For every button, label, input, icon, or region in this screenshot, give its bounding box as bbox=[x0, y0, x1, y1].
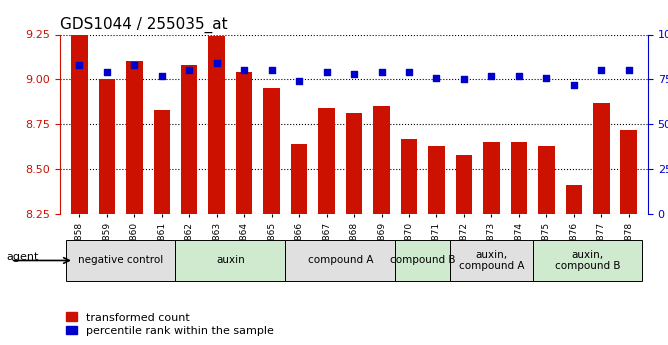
Bar bbox=[71, 34, 88, 214]
Bar bbox=[373, 106, 389, 214]
Text: GDS1044 / 255035_at: GDS1044 / 255035_at bbox=[60, 17, 228, 33]
Legend: transformed count, percentile rank within the sample: transformed count, percentile rank withi… bbox=[65, 313, 274, 336]
Point bbox=[156, 73, 167, 79]
Point bbox=[211, 60, 222, 66]
Point bbox=[541, 75, 552, 80]
Bar bbox=[593, 103, 609, 214]
Point bbox=[74, 62, 85, 68]
Bar bbox=[126, 61, 142, 214]
Bar bbox=[346, 114, 362, 214]
Text: compound A: compound A bbox=[307, 256, 373, 265]
Point bbox=[486, 73, 497, 79]
Text: auxin,
compound A: auxin, compound A bbox=[459, 250, 524, 271]
Point bbox=[623, 68, 634, 73]
Text: auxin: auxin bbox=[216, 256, 244, 265]
Bar bbox=[401, 139, 418, 214]
Point bbox=[431, 75, 442, 80]
Point bbox=[267, 68, 277, 73]
Point bbox=[376, 69, 387, 75]
FancyBboxPatch shape bbox=[395, 240, 450, 281]
Bar bbox=[566, 185, 582, 214]
Point bbox=[239, 68, 250, 73]
Bar bbox=[236, 72, 253, 214]
Bar bbox=[538, 146, 554, 214]
Text: compound B: compound B bbox=[390, 256, 456, 265]
FancyBboxPatch shape bbox=[450, 240, 532, 281]
Bar bbox=[154, 110, 170, 214]
Bar bbox=[291, 144, 307, 214]
Point bbox=[403, 69, 414, 75]
Bar bbox=[621, 130, 637, 214]
Point bbox=[321, 69, 332, 75]
Bar bbox=[99, 79, 115, 214]
Point bbox=[596, 68, 607, 73]
Bar bbox=[319, 108, 335, 214]
Text: agent: agent bbox=[6, 252, 38, 262]
Bar bbox=[263, 88, 280, 214]
Point bbox=[568, 82, 579, 88]
Point bbox=[102, 69, 112, 75]
FancyBboxPatch shape bbox=[285, 240, 395, 281]
FancyBboxPatch shape bbox=[176, 240, 285, 281]
Bar bbox=[181, 65, 198, 214]
Bar bbox=[483, 142, 500, 214]
Point bbox=[294, 78, 305, 84]
FancyBboxPatch shape bbox=[65, 240, 176, 281]
Bar bbox=[428, 146, 445, 214]
Point bbox=[514, 73, 524, 79]
Bar bbox=[456, 155, 472, 214]
Text: auxin,
compound B: auxin, compound B bbox=[555, 250, 621, 271]
Point bbox=[129, 62, 140, 68]
Point bbox=[184, 68, 194, 73]
FancyBboxPatch shape bbox=[532, 240, 643, 281]
Point bbox=[458, 77, 469, 82]
Text: negative control: negative control bbox=[78, 256, 163, 265]
Bar bbox=[208, 36, 225, 214]
Bar bbox=[510, 142, 527, 214]
Point bbox=[349, 71, 359, 77]
